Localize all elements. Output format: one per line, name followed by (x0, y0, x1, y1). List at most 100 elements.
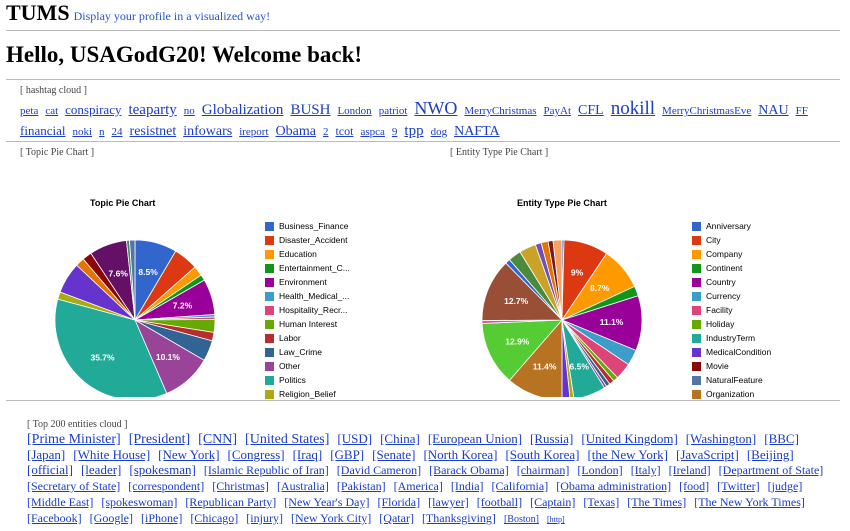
entity-link[interactable]: [Australia] (276, 479, 329, 493)
legend-item[interactable]: Environment (265, 275, 350, 289)
pie-slice[interactable] (481, 262, 563, 321)
legend-item[interactable]: IndustryTerm (692, 331, 771, 345)
entity-link[interactable]: [Facebook] (27, 511, 82, 525)
entity-link[interactable]: [lawyer] (428, 495, 469, 509)
entity-link[interactable]: [President] (128, 432, 191, 447)
legend-item[interactable]: Politics (265, 373, 350, 387)
entity-link[interactable]: [injury] (246, 511, 283, 525)
entity-link[interactable]: [Department of State] (718, 463, 824, 477)
hashtag-link[interactable]: CFL (578, 103, 604, 118)
pie-slice[interactable] (481, 319, 563, 381)
hashtag-link[interactable]: cat (45, 105, 59, 117)
entity-link[interactable]: [USD] (337, 431, 373, 446)
legend-item[interactable]: MedicalCondition (692, 345, 771, 359)
entity-link[interactable]: [New Year's Day] (284, 495, 370, 509)
pie-slice[interactable] (129, 239, 136, 321)
entity-link[interactable]: [Prime Minister] (27, 432, 121, 447)
legend-item[interactable]: City (692, 233, 771, 247)
entity-link[interactable]: [California] (491, 479, 549, 493)
entity-link[interactable]: [David Cameron] (336, 463, 422, 477)
entity-link[interactable]: [correspondent] (128, 479, 205, 493)
entity-link[interactable]: [leader] (80, 462, 122, 477)
legend-item[interactable]: Company (692, 247, 771, 261)
legend-item[interactable]: Holiday (692, 317, 771, 331)
entity-link[interactable]: [Qatar] (379, 511, 414, 525)
entity-link[interactable]: [spokesman] (129, 462, 196, 477)
legend-item[interactable]: Religion_Belief (265, 387, 350, 401)
entity-link[interactable]: [Ireland] (668, 463, 711, 477)
pie-slice[interactable] (561, 319, 571, 397)
entity-link[interactable]: [Beijing] (746, 447, 794, 462)
entity-link[interactable]: [Islamic Republic of Iran] (203, 463, 329, 477)
entity-link[interactable]: [Twitter] (717, 479, 760, 493)
entity-link[interactable]: [China] (380, 431, 420, 446)
pie-slice[interactable] (552, 239, 563, 321)
hashtag-link[interactable]: PayAt (543, 105, 572, 117)
hashtag-link[interactable]: teaparty (128, 102, 177, 118)
entity-link[interactable]: [chairman] (516, 463, 570, 477)
legend-item[interactable]: Country (692, 275, 771, 289)
legend-item[interactable]: Health_Medical_... (265, 289, 350, 303)
legend-item[interactable]: Law_Crime (265, 345, 350, 359)
hashtag-link[interactable]: NWO (414, 98, 458, 118)
legend-item[interactable]: Other (265, 359, 350, 373)
legend-item[interactable]: Disaster_Accident (265, 233, 350, 247)
hashtag-link[interactable]: tcot (335, 124, 354, 138)
hashtag-link[interactable]: aspca (360, 126, 385, 138)
hashtag-link[interactable]: NAFTA (454, 124, 500, 139)
entity-link[interactable]: [America] (393, 479, 443, 493)
legend-item[interactable]: Entertainment_C... (265, 261, 350, 275)
entity-link[interactable]: [Middle East] (27, 495, 94, 509)
entity-link[interactable]: [The New York Times] (694, 495, 805, 509)
hashtag-link[interactable]: no (183, 105, 195, 117)
legend-item[interactable]: Continent (692, 261, 771, 275)
entity-link[interactable]: [Iraq] (292, 447, 323, 462)
legend-item[interactable]: Education (265, 247, 350, 261)
hashtag-link[interactable]: patriot (378, 105, 408, 117)
hashtag-link[interactable]: FF (795, 105, 808, 117)
hashtag-link[interactable]: peta (20, 105, 39, 117)
pie-slice[interactable] (54, 298, 168, 397)
entity-link[interactable]: [London] (577, 463, 623, 477)
entity-link[interactable]: [Congress] (227, 447, 285, 462)
entity-link[interactable]: [JavaScript] (676, 447, 739, 462)
hashtag-link[interactable]: NAU (758, 103, 789, 118)
entity-link[interactable]: [CNN] (198, 432, 238, 447)
hashtag-link[interactable]: 24 (111, 126, 123, 138)
entity-link[interactable]: [Chicago] (190, 511, 239, 525)
entity-link[interactable]: [India] (450, 479, 484, 493)
legend-item[interactable]: Movie (692, 359, 771, 373)
entity-link[interactable]: [BBC] (764, 431, 799, 446)
hashtag-link[interactable]: dog (430, 126, 448, 138)
hashtag-link[interactable]: financial (20, 123, 66, 138)
entity-link[interactable]: [Christmas] (212, 479, 269, 493)
hashtag-link[interactable]: n (99, 126, 105, 138)
hashtag-link[interactable]: noki (72, 126, 93, 138)
legend-item[interactable]: Currency (692, 289, 771, 303)
entity-link[interactable]: [Barack Obama] (429, 463, 509, 477)
entity-link[interactable]: [iPhone] (140, 511, 183, 525)
entity-link[interactable]: [judge] (767, 479, 803, 493)
entity-link[interactable]: [Captain] (530, 495, 576, 509)
hashtag-link[interactable]: BUSH (290, 102, 331, 118)
hashtag-link[interactable]: Obama (275, 124, 316, 139)
hashtag-link[interactable]: 2 (322, 126, 329, 138)
entity-link[interactable]: [Washington] (685, 431, 757, 446)
hashtag-link[interactable]: infowars (183, 124, 233, 139)
entity-link[interactable]: [Italy] (630, 463, 661, 477)
entity-link[interactable]: [North Korea] (423, 447, 498, 462)
hashtag-link[interactable]: resistnet (129, 124, 177, 139)
entity-link[interactable]: [official] (27, 462, 73, 477)
logo[interactable]: TUMS (6, 0, 70, 25)
hashtag-link[interactable]: MerryChristmasEve (662, 105, 752, 117)
entity-link[interactable]: [Senate] (372, 447, 416, 462)
entity-link[interactable]: [South Korea] (505, 447, 580, 462)
entity-link[interactable]: [Obama administration] (556, 479, 672, 493)
entity-link[interactable]: [Florida] (377, 495, 421, 509)
entity-link[interactable]: [Boston] (503, 514, 539, 525)
hashtag-link[interactable]: nokill (610, 98, 656, 119)
entity-link[interactable]: [Japan] (27, 447, 66, 462)
hashtag-link[interactable]: Globalization (201, 102, 284, 118)
entity-link[interactable]: [the New York] (587, 447, 668, 462)
legend-item[interactable]: Hospitality_Recr... (265, 303, 350, 317)
